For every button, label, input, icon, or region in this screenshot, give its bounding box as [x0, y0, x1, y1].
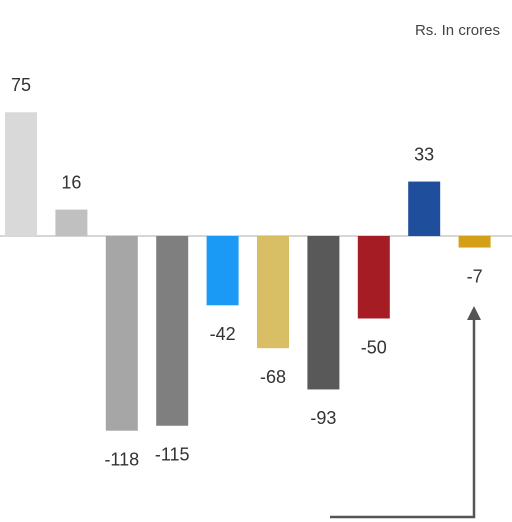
value-label: 75 — [11, 75, 31, 95]
bar — [5, 112, 37, 236]
bar — [408, 181, 441, 236]
value-label: -50 — [361, 337, 387, 357]
arrow-line — [330, 318, 476, 519]
value-label: -115 — [155, 445, 190, 465]
bar — [105, 236, 138, 431]
value-label: -118 — [104, 449, 139, 469]
bar — [357, 236, 390, 319]
value-label: -68 — [260, 367, 286, 387]
bar — [458, 236, 491, 248]
value-label: -42 — [210, 324, 236, 344]
value-label: -93 — [310, 408, 336, 428]
bar — [307, 236, 340, 390]
value-label: 16 — [61, 172, 81, 192]
unit-label: Rs. In crores — [415, 22, 500, 39]
value-label: 33 — [414, 144, 434, 164]
bar — [257, 236, 289, 349]
bar — [206, 236, 239, 306]
callout-arrow — [330, 306, 481, 519]
arrow-head — [467, 306, 481, 320]
value-label: -7 — [467, 266, 483, 286]
bar — [55, 209, 88, 236]
bar — [156, 236, 189, 426]
